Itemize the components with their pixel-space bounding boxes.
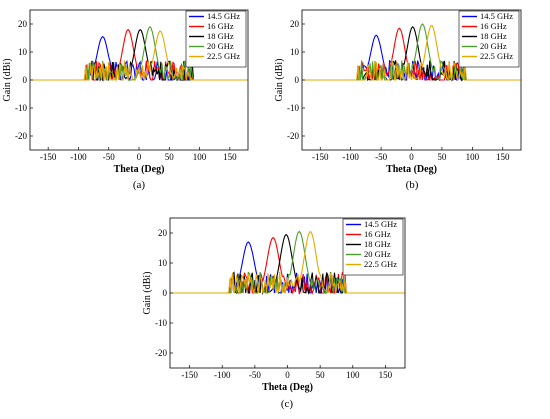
x-tick-label: 50 (165, 152, 175, 162)
series-line-22-5-ghz (170, 231, 405, 295)
series-line-22-5-ghz (302, 25, 521, 82)
y-tick-label: 0 (163, 288, 168, 298)
legend-entry: 16 GHz (364, 229, 391, 239)
y-tick-label: 0 (295, 75, 300, 85)
y-axis-label: Gain (dBi) (274, 58, 285, 101)
legend-entry: 22.5 GHz (480, 51, 513, 61)
legend-entry: 18 GHz (480, 31, 507, 41)
y-tick-label: 20 (18, 19, 28, 29)
x-tick-label: 50 (316, 370, 326, 380)
x-tick-label: 100 (466, 152, 480, 162)
x-tick-label: -100 (342, 152, 359, 162)
legend-entry: 16 GHz (207, 21, 234, 31)
series-line-22-5-ghz (30, 30, 248, 82)
x-tick-label: 100 (346, 370, 360, 380)
legend-entry: 18 GHz (207, 31, 234, 41)
y-tick-label: 20 (290, 19, 300, 29)
x-tick-label: 0 (137, 152, 142, 162)
x-tick-label: 150 (379, 370, 393, 380)
y-axis-label: Gain (dBi) (2, 58, 13, 101)
legend-entry: 14.5 GHz (207, 11, 240, 21)
x-tick-label: -100 (70, 152, 87, 162)
y-tick-label: -20 (287, 131, 299, 141)
x-tick-label: -50 (103, 152, 115, 162)
x-tick-label: -100 (214, 370, 231, 380)
panel-caption: (c) (281, 398, 294, 410)
x-tick-label: 150 (223, 152, 237, 162)
legend-entry: 22.5 GHz (207, 51, 240, 61)
legend-box (185, 10, 247, 68)
x-axis-label: Theta (Deg) (262, 382, 313, 393)
legend-entry: 20 GHz (207, 41, 234, 51)
y-tick-label: 10 (290, 47, 300, 57)
x-tick-label: -150 (312, 152, 329, 162)
legend-entry: 14.5 GHz (480, 11, 513, 21)
x-tick-label: 50 (437, 152, 447, 162)
y-axis-label: Gain (dBi) (142, 271, 153, 314)
x-tick-label: 0 (409, 152, 414, 162)
x-axis-label: Theta (Deg) (386, 164, 437, 175)
legend-entry: 16 GHz (480, 21, 507, 31)
panel-caption: (a) (133, 179, 146, 191)
x-tick-label: -150 (40, 152, 57, 162)
x-tick-label: 0 (285, 370, 290, 380)
legend-entry: 14.5 GHz (364, 219, 397, 229)
x-tick-label: -50 (375, 152, 387, 162)
y-tick-label: -10 (15, 103, 27, 113)
legend-entry: 20 GHz (480, 41, 507, 51)
legend-entry: 20 GHz (364, 249, 391, 259)
y-tick-label: -10 (155, 318, 167, 328)
x-tick-label: 100 (193, 152, 207, 162)
y-tick-label: 10 (158, 258, 168, 268)
y-tick-label: 20 (158, 228, 168, 238)
panel-caption: (b) (406, 179, 419, 191)
legend-entry: 22.5 GHz (364, 259, 397, 269)
y-tick-label: 0 (23, 75, 28, 85)
x-tick-label: -150 (181, 370, 198, 380)
y-tick-label: 10 (18, 47, 28, 57)
legend-box (458, 10, 520, 68)
x-axis-label: Theta (Deg) (114, 164, 165, 175)
legend-entry: 18 GHz (364, 239, 391, 249)
legend-box (342, 218, 404, 276)
x-tick-label: 150 (496, 152, 510, 162)
y-tick-label: -10 (287, 103, 299, 113)
y-tick-label: -20 (155, 348, 167, 358)
x-tick-label: -50 (249, 370, 261, 380)
y-tick-label: -20 (15, 131, 27, 141)
